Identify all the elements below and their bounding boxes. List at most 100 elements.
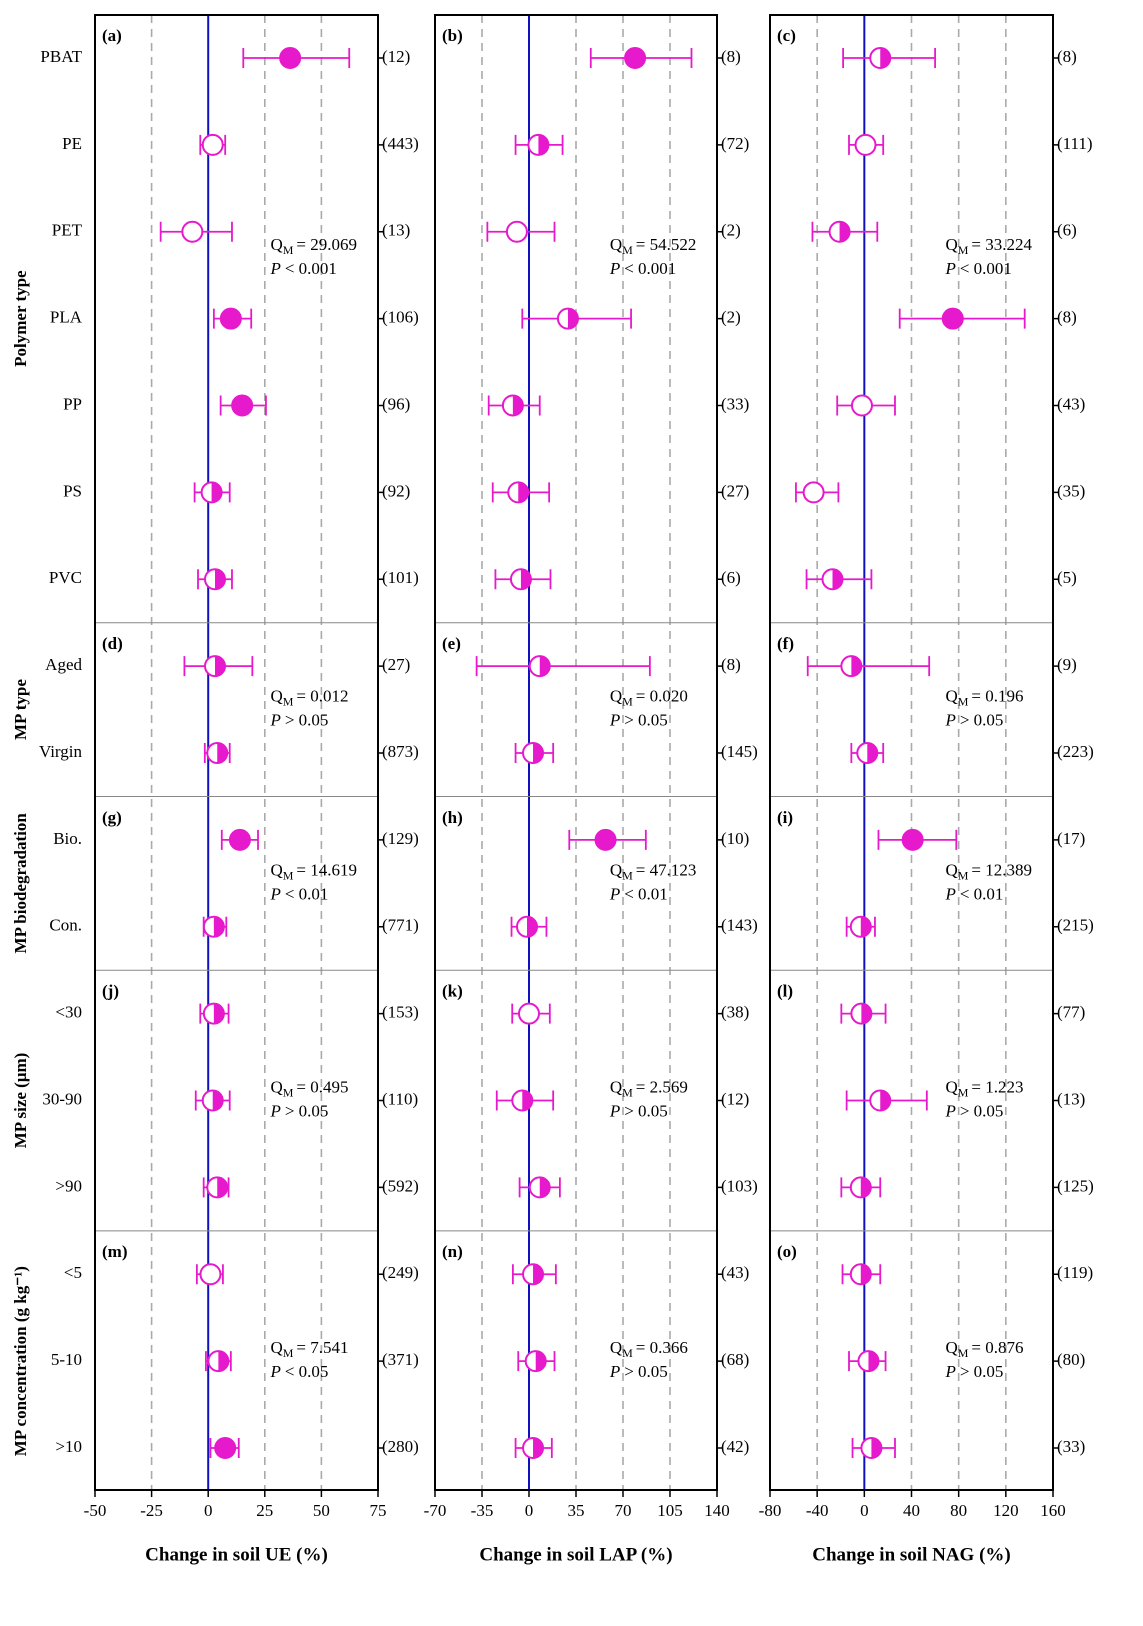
count-label: (592) — [382, 1176, 419, 1195]
point-half — [520, 569, 531, 590]
point — [228, 828, 251, 851]
stat-q-value: = 12.389 — [971, 860, 1032, 879]
count-label: (249) — [382, 1263, 419, 1282]
point-half — [538, 134, 549, 155]
point-half — [214, 569, 225, 590]
stat-q-sub: M — [622, 1085, 633, 1099]
point-half — [522, 1090, 533, 1111]
category-label: Bio. — [53, 829, 82, 848]
stat-p-symbol: P — [609, 710, 620, 729]
stat-q-symbol: Q — [945, 860, 957, 879]
stat-p: P < 0.001 — [609, 259, 676, 278]
stat-q-sub: M — [283, 868, 294, 882]
panel-label: (c) — [777, 26, 796, 45]
count-label: (371) — [382, 1350, 419, 1369]
point-half — [214, 656, 225, 677]
x-tick-label: 120 — [993, 1501, 1019, 1520]
panel-label: (j) — [102, 982, 119, 1001]
stat-p-symbol: P — [944, 1362, 955, 1381]
x-tick-label: -35 — [471, 1501, 494, 1520]
count-label: (8) — [1057, 308, 1077, 327]
stat-q-sub: M — [958, 868, 969, 882]
stat-q: QM = 47.123 — [610, 860, 697, 882]
count-label: (443) — [382, 134, 419, 153]
stat-q-sub: M — [283, 1346, 294, 1360]
x-tick-label: 50 — [313, 1501, 330, 1520]
panel-label: (g) — [102, 808, 122, 827]
count-label: (43) — [721, 1263, 749, 1282]
stat-q-symbol: Q — [610, 860, 622, 879]
point-half — [868, 1351, 879, 1372]
category-label: Aged — [45, 655, 82, 674]
stat-p-value: > 0.05 — [960, 710, 1004, 729]
stat-p: P < 0.05 — [269, 1362, 328, 1381]
panel-label: (k) — [442, 982, 463, 1001]
stat-q-sub: M — [958, 243, 969, 257]
category-label: <5 — [64, 1263, 82, 1282]
stat-p-symbol: P — [944, 259, 955, 278]
count-label: (143) — [721, 916, 758, 935]
stat-q-sub: M — [283, 243, 294, 257]
stat-p-symbol: P — [269, 884, 280, 903]
count-label: (103) — [721, 1176, 758, 1195]
count-label: (33) — [721, 394, 749, 413]
stat-q-value: = 0.196 — [971, 686, 1023, 705]
stat-p: P > 0.05 — [269, 710, 328, 729]
stat-p-value: > 0.05 — [960, 1101, 1004, 1120]
stat-q-value: = 29.069 — [296, 235, 357, 254]
category-label: PLA — [50, 308, 83, 327]
category-label: PS — [63, 481, 82, 500]
category-label: >10 — [55, 1437, 82, 1456]
panel-label: (l) — [777, 982, 793, 1001]
panel-label: (o) — [777, 1242, 797, 1261]
count-label: (106) — [382, 308, 419, 327]
point — [199, 1263, 222, 1286]
x-tick-label: 0 — [204, 1501, 213, 1520]
point-half — [567, 308, 578, 329]
stat-q-symbol: Q — [945, 1077, 957, 1096]
count-label: (13) — [1057, 1089, 1085, 1108]
count-label: (6) — [721, 568, 741, 587]
stat-q-symbol: Q — [945, 686, 957, 705]
stat-q-value: = 0.366 — [636, 1338, 688, 1357]
stat-p: P > 0.05 — [944, 710, 1003, 729]
stat-p: P > 0.05 — [944, 1362, 1003, 1381]
count-label: (873) — [382, 742, 419, 761]
stat-q-symbol: Q — [270, 860, 282, 879]
count-label: (12) — [382, 47, 410, 66]
category-label: <30 — [55, 1003, 82, 1022]
stat-q-sub: M — [958, 1346, 969, 1360]
stat-q-symbol: Q — [610, 686, 622, 705]
stat-q-value: = 0.876 — [971, 1338, 1023, 1357]
count-label: (27) — [721, 481, 749, 500]
point — [201, 133, 224, 156]
x-tick-label: 0 — [860, 1501, 869, 1520]
count-label: (771) — [382, 916, 419, 935]
count-label: (110) — [382, 1089, 418, 1108]
count-label: (77) — [1057, 1003, 1085, 1022]
category-label: PP — [63, 394, 82, 413]
panel-label: (h) — [442, 808, 463, 827]
stat-q: QM = 0.366 — [610, 1338, 688, 1360]
panel-label: (b) — [442, 26, 463, 45]
stat-p: P < 0.01 — [944, 884, 1003, 903]
category-label: Con. — [49, 916, 82, 935]
panel-label: (e) — [442, 634, 461, 653]
group-label: MP biodegradation — [11, 813, 30, 954]
group-label: MP concentration (g kg⁻¹) — [11, 1266, 30, 1456]
stat-q-value: = 0.012 — [296, 686, 348, 705]
stat-q-symbol: Q — [945, 1338, 957, 1357]
count-label: (27) — [382, 655, 410, 674]
count-label: (119) — [1057, 1263, 1093, 1282]
point-half — [512, 395, 523, 416]
stat-p-symbol: P — [609, 1362, 620, 1381]
x-tick-label: -50 — [84, 1501, 107, 1520]
point-half — [212, 1090, 223, 1111]
point-half — [217, 743, 228, 763]
point-half — [832, 569, 843, 590]
stat-q-value: = 54.522 — [636, 235, 697, 254]
stat-q-value: = 2.569 — [636, 1077, 688, 1096]
point-half — [539, 1177, 550, 1198]
x-tick-label: 75 — [370, 1501, 387, 1520]
stat-p-value: > 0.05 — [960, 1362, 1004, 1381]
